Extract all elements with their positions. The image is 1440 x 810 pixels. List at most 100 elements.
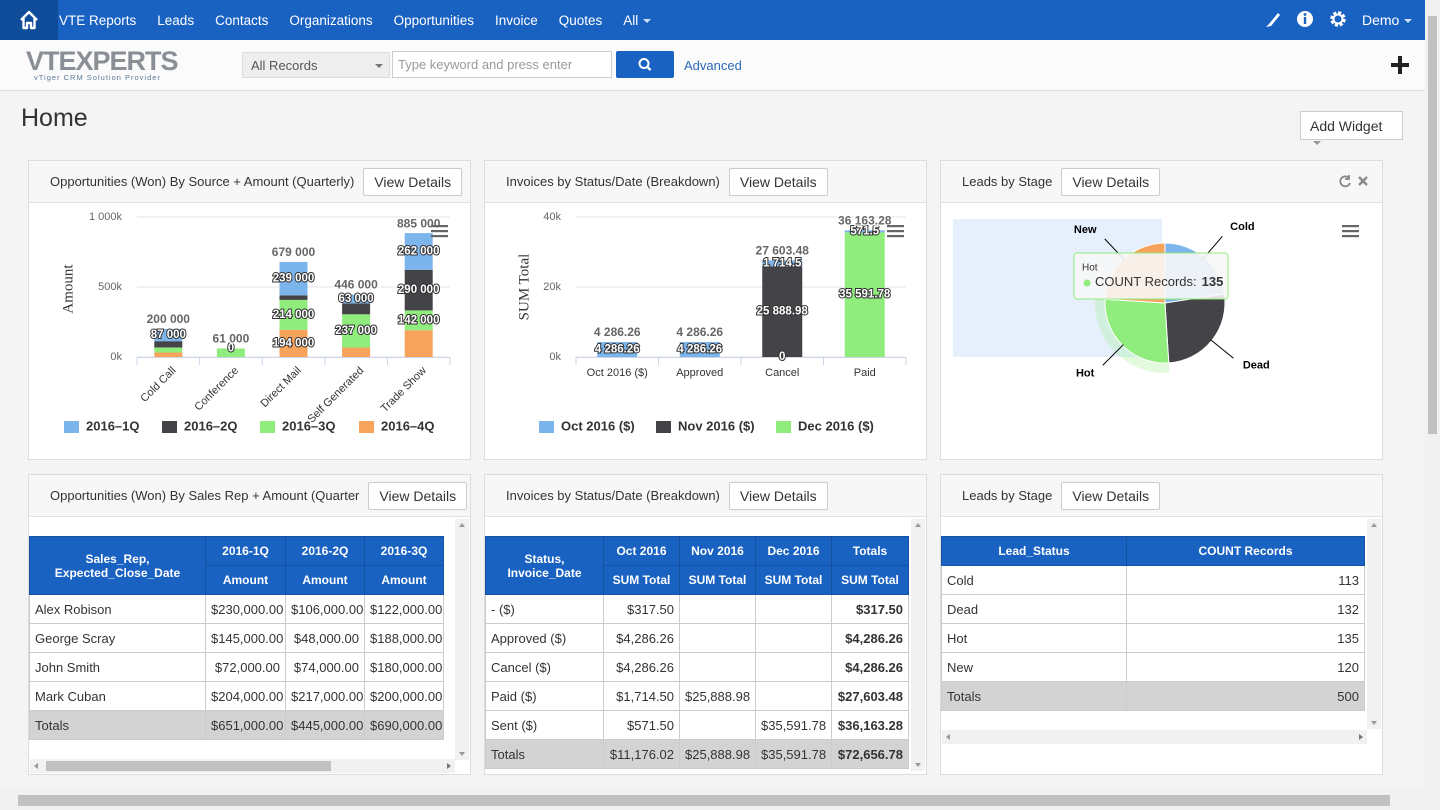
column-header[interactable]: 2016-2Q [285,536,365,566]
column-header[interactable]: 2016-1Q [205,536,286,566]
chart-menu-icon[interactable] [1342,235,1359,238]
scroll-thumb[interactable] [46,761,331,771]
quick-create[interactable] [1390,55,1410,75]
legend-label[interactable]: Oct 2016 ($) [561,418,635,433]
table-cell: John Smith [29,652,206,682]
x-tick-label: Cancel [765,367,799,379]
x-tick-label: Direct Mail [258,365,303,410]
chart-menu-icon[interactable] [887,235,904,238]
chart-menu-icon[interactable] [431,235,448,238]
view-details-button[interactable]: View Details [368,481,468,510]
table-cell [755,594,832,624]
chart-menu-icon[interactable] [431,225,448,228]
data-row: George Scray $145,000.00 $48,000.00 $188,00… [29,623,444,653]
column-header[interactable]: Oct 2016 [603,536,680,566]
chart-menu-icon[interactable] [1342,225,1359,228]
advanced-search-link[interactable]: Advanced [684,58,742,73]
view-details-button[interactable]: View Details [728,481,828,510]
chart-menu-icon[interactable] [1342,230,1359,233]
x-tick-label: Paid [854,367,876,379]
vertical-scrollbar[interactable] [455,519,469,760]
data-row: Paid ($) $1,714.50 $25,888.98 $27,603.48 [485,681,909,711]
column-header[interactable]: Totals [831,536,909,566]
widget-title: Invoices by Status/Date (Breakdown) [506,488,720,503]
y-tick-label: 20k [543,281,561,293]
legend-label[interactable]: Nov 2016 ($) [678,418,755,433]
page-hscrollbar[interactable] [0,790,1425,810]
chart-menu-icon[interactable] [887,230,904,233]
vertical-scrollbar[interactable] [911,519,925,771]
y-tick-label: 0k [549,351,561,363]
add-widget-button[interactable]: Add Widget [1300,111,1403,146]
segment-label: 571.5 [850,225,879,237]
table-cell: Dead [941,594,1127,624]
nav-item[interactable]: VTE Reports [59,12,137,28]
vertical-scrollbar[interactable] [1367,519,1381,729]
view-details-button[interactable]: View Details [728,167,828,196]
bar-segment [762,266,803,357]
segment-label: 239 000 [273,273,315,285]
column-header[interactable]: Lead_Status [941,536,1127,566]
nav-item[interactable]: All [623,13,652,28]
bar-segment [762,260,803,267]
subheader-cell: SUM Total [679,565,756,595]
search-scope[interactable]: All Records [242,52,390,78]
chart-menu-icon[interactable] [887,225,904,228]
table-cell [679,594,756,624]
horizontal-scrollbar[interactable] [942,730,1367,744]
view-details-button[interactable]: View Details [363,167,463,196]
data-table: Sales_Rep, Expected_Close_Date 2016-1Q 201… [29,536,444,740]
data-row: Approved ($) $4,286.26 $4,286.26 [485,623,909,653]
scroll-up [915,523,921,527]
horizontal-scrollbar[interactable] [30,759,455,773]
totals-row: Totals $651,000.00 $445,000.00 $690,000.00 [29,710,444,740]
scroll-thumb[interactable] [1428,16,1437,434]
legend-swatch [776,421,791,433]
table-cell: Approved ($) [485,623,604,653]
column-header[interactable]: 2016-3Q [364,536,444,566]
bar-segment [679,341,720,357]
legend-label[interactable]: 2016–3Q [282,418,336,433]
data-row: Sent ($) $571.50 $35,591.78 $36,163.28 [485,710,909,740]
bar-segment [342,314,371,348]
tooltip-dot [1083,279,1091,287]
nav-item[interactable]: Contacts [215,12,269,28]
nav-item[interactable]: Organizations [289,12,373,28]
view-details-button[interactable]: View Details [1061,167,1161,196]
table-cell: Alex Robison [29,594,206,624]
nav-item[interactable]: Leads [157,12,195,28]
page-scrollbar[interactable] [1425,0,1440,810]
legend-label[interactable]: 2016–2Q [184,418,238,433]
widget-actions[interactable] [1338,174,1372,190]
legend-label[interactable]: Dec 2016 ($) [798,418,874,433]
nav-icons[interactable] [1262,9,1352,31]
home-button[interactable] [0,0,58,40]
table-cell: $145,000.00 [205,623,286,653]
view-details-button[interactable]: View Details [1061,481,1161,510]
scroll-thumb[interactable] [18,795,1390,806]
pie-slice[interactable] [1164,293,1226,364]
refresh-icon[interactable] [1339,174,1351,187]
column-header[interactable]: COUNT Records [1126,536,1365,566]
nav-item[interactable]: Invoice [494,12,538,28]
close-icon[interactable] [1358,175,1368,186]
chart-menu-icon[interactable] [431,230,448,233]
widget-header: Leads by Stage View Details [941,161,1382,203]
user-menu[interactable]: Demo [1362,12,1413,28]
total-label: 679 000 [272,245,316,259]
column-header[interactable]: Nov 2016 [679,536,756,566]
total-label: 200 000 [147,312,191,326]
legend-label[interactable]: 2016–4Q [381,418,435,433]
total-label: 446 000 [334,278,378,292]
bar-segment [154,347,183,353]
search-button[interactable] [616,51,674,78]
legend-label[interactable]: 2016–1Q [86,418,140,433]
total-label: 4 286.26 [594,325,641,339]
column-header[interactable]: Dec 2016 [755,536,832,566]
nav-item[interactable]: Opportunities [393,12,474,28]
tooltip-box [1073,252,1229,300]
total-label: 61 000 [213,332,250,346]
nav-item[interactable]: Quotes [558,12,603,28]
search-input[interactable]: Type keyword and press enter [392,51,612,78]
